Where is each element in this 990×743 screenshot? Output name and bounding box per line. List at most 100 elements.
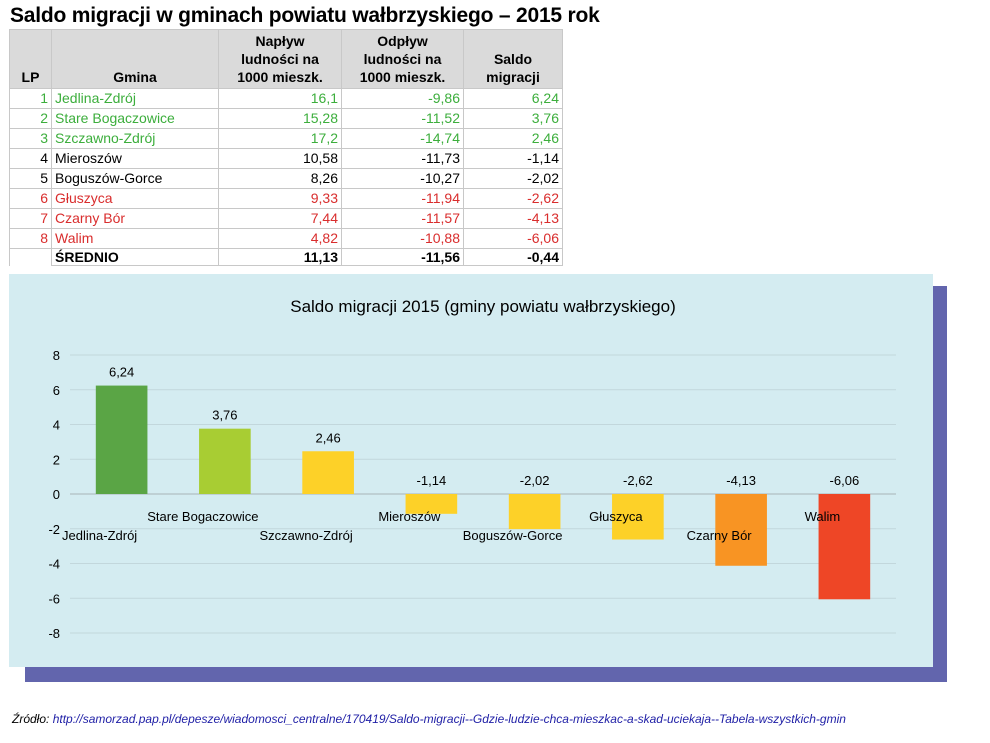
category-label: Głuszyca [589, 509, 643, 524]
row-saldo: -2,62 [463, 188, 563, 209]
y-tick-label: -2 [48, 522, 60, 537]
row-gmina: Boguszów-Gorce [51, 168, 219, 189]
table-header-row: LP Gmina Napływ ludności na 1000 mieszk.… [9, 29, 563, 89]
row-naplyw: 4,82 [218, 228, 342, 249]
row-saldo: 3,76 [463, 108, 563, 129]
bar [818, 494, 871, 600]
row-naplyw: 8,26 [218, 168, 342, 189]
data-label: -2,62 [623, 473, 653, 488]
row-saldo: -4,13 [463, 208, 563, 229]
table-row: 2 Stare Bogaczowice 15,28 -11,52 3,76 [9, 108, 563, 129]
data-label: -2,02 [520, 473, 550, 488]
y-tick-label: 0 [53, 487, 60, 502]
row-odplyw: -10,88 [341, 228, 464, 249]
category-label: Czarny Bór [687, 528, 753, 543]
table-body: 1 Jedlina-Zdrój 16,1 -9,86 6,24 2 Stare Bogacz… [9, 88, 563, 249]
data-label: -4,13 [726, 473, 756, 488]
category-label: Mieroszów [378, 509, 441, 524]
header-gmina: Gmina [51, 29, 219, 89]
total-odplyw: -11,56 [341, 248, 464, 266]
row-odplyw: -11,57 [341, 208, 464, 229]
row-odplyw: -11,73 [341, 148, 464, 169]
bar [302, 451, 354, 494]
page-title: Saldo migracji w gminach powiatu wałbrzy… [10, 4, 600, 27]
y-tick-label: 4 [53, 418, 60, 433]
table-row: 7 Czarny Bór 7,44 -11,57 -4,13 [9, 208, 563, 229]
row-odplyw: -11,94 [341, 188, 464, 209]
table-total-row: ŚREDNIO 11,13 -11,56 -0,44 [9, 248, 563, 266]
bar [715, 494, 767, 566]
row-lp: 3 [9, 128, 52, 149]
header-saldo-line: Saldo [493, 51, 533, 67]
row-odplyw: -10,27 [341, 168, 464, 189]
y-tick-label: -6 [48, 591, 60, 606]
header-odplyw-line: Odpływ [377, 33, 428, 49]
row-gmina: Szczawno-Zdrój [51, 128, 219, 149]
bar [612, 494, 664, 540]
table-row: 5 Boguszów-Gorce 8,26 -10,27 -2,02 [9, 168, 563, 189]
row-naplyw: 10,58 [218, 148, 342, 169]
total-saldo: -0,44 [463, 248, 563, 266]
y-tick-label: 8 [53, 348, 60, 363]
row-lp: 7 [9, 208, 52, 229]
row-gmina: Jedlina-Zdrój [51, 88, 219, 109]
header-naplyw-line: Napływ [255, 33, 305, 49]
data-label: 2,46 [315, 430, 340, 445]
header-odplyw-line: ludności na [363, 51, 442, 67]
row-saldo: -6,06 [463, 228, 563, 249]
row-odplyw: -11,52 [341, 108, 464, 129]
y-tick-label: 2 [53, 452, 60, 467]
row-naplyw: 15,28 [218, 108, 342, 129]
row-gmina: Głuszyca [51, 188, 219, 209]
header-naplyw-line: ludności na [241, 51, 319, 67]
y-tick-label: 6 [53, 383, 60, 398]
bar [405, 494, 458, 514]
header-naplyw-line: 1000 mieszk. [237, 69, 323, 85]
row-gmina: Walim [51, 228, 219, 249]
category-label: Walim [805, 509, 841, 524]
total-lp-cell [9, 248, 52, 266]
table-row: 1 Jedlina-Zdrój 16,1 -9,86 6,24 [9, 88, 563, 109]
table-row: 4 Mieroszów 10,58 -11,73 -1,14 [9, 148, 563, 169]
row-lp: 8 [9, 228, 52, 249]
row-lp: 4 [9, 148, 52, 169]
row-gmina: Mieroszów [51, 148, 219, 169]
row-lp: 5 [9, 168, 52, 189]
row-saldo: 2,46 [463, 128, 563, 149]
source-link[interactable]: http://samorzad.pap.pl/depesze/wiadomosc… [52, 712, 846, 726]
header-saldo: Saldo migracji [463, 29, 563, 89]
bar [95, 385, 148, 494]
header-odplyw: Odpływ ludności na 1000 mieszk. [341, 29, 464, 89]
header-lp: LP [9, 29, 52, 89]
row-saldo: 6,24 [463, 88, 563, 109]
row-saldo: -2,02 [463, 168, 563, 189]
y-tick-label: -4 [48, 557, 60, 572]
row-naplyw: 17,2 [218, 128, 342, 149]
table-row: 8 Walim 4,82 -10,88 -6,06 [9, 228, 563, 249]
total-naplyw: 11,13 [218, 248, 342, 266]
table-row: 6 Głuszyca 9,33 -11,94 -2,62 [9, 188, 563, 209]
chart-title: Saldo migracji 2015 (gminy powiatu wałbr… [290, 297, 676, 316]
total-label: ŚREDNIO [51, 248, 219, 266]
table-row: 3 Szczawno-Zdrój 17,2 -14,74 2,46 [9, 128, 563, 149]
row-lp: 2 [9, 108, 52, 129]
data-label: 6,24 [109, 365, 134, 380]
bar-chart: Saldo migracji 2015 (gminy powiatu wałbr… [48, 297, 896, 641]
bar [199, 428, 251, 494]
row-saldo: -1,14 [463, 148, 563, 169]
data-label: -6,06 [830, 473, 860, 488]
row-gmina: Stare Bogaczowice [51, 108, 219, 129]
chart-area [9, 274, 933, 667]
category-label: Boguszów-Gorce [463, 528, 563, 543]
source-prefix: Źródło: [12, 712, 53, 726]
migration-table: LP Gmina Napływ ludności na 1000 mieszk.… [9, 29, 563, 266]
row-odplyw: -14,74 [341, 128, 464, 149]
header-saldo-line: migracji [486, 69, 540, 85]
row-lp: 6 [9, 188, 52, 209]
category-label: Jedlina-Zdrój [62, 528, 137, 543]
category-label: Stare Bogaczowice [147, 509, 258, 524]
row-naplyw: 16,1 [218, 88, 342, 109]
y-tick-label: -8 [48, 626, 60, 641]
header-odplyw-line: 1000 mieszk. [359, 69, 446, 85]
source-note: Źródło: http://samorzad.pap.pl/depesze/w… [12, 712, 846, 726]
